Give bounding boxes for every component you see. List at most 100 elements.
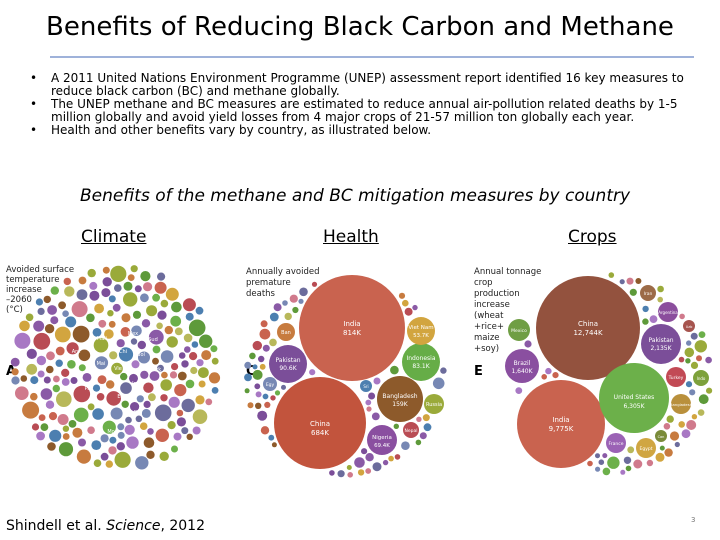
bubble	[191, 341, 199, 348]
crops-legend: Annual tonnage crop production increase …	[474, 267, 541, 354]
citation-journal: Science	[106, 518, 161, 534]
bubble-label: Bangladesh	[670, 402, 693, 407]
bubble	[181, 398, 195, 413]
bubble	[416, 416, 422, 422]
bubble-label: Sri	[363, 384, 368, 389]
bubble-bangladesh	[671, 394, 691, 414]
bubble	[257, 410, 268, 421]
bubble	[96, 393, 105, 401]
bubble	[114, 284, 122, 292]
bubble	[37, 370, 45, 378]
bubble	[100, 452, 109, 461]
bubble-label: Egy	[266, 382, 275, 388]
bubble	[260, 320, 268, 328]
bubble	[117, 423, 125, 431]
bubble	[371, 412, 380, 421]
bubble	[160, 350, 174, 363]
bubble	[176, 417, 186, 427]
bubble	[52, 384, 60, 393]
bubble-label: Argentina	[658, 310, 678, 315]
bullet-marker: •	[30, 71, 38, 85]
bubble	[33, 320, 45, 332]
bubble	[171, 301, 182, 313]
bubble	[101, 288, 111, 298]
bubble	[595, 453, 600, 459]
bubble-uzb	[683, 320, 695, 332]
bubble	[657, 285, 664, 293]
bubble	[108, 446, 117, 455]
bubble-value: 6,305K	[623, 403, 645, 410]
bubble	[44, 324, 55, 334]
bubble	[299, 287, 308, 297]
bubble	[686, 340, 692, 346]
bubble	[102, 420, 116, 434]
bubble	[120, 382, 132, 394]
bubble-value: 9,775K	[549, 425, 574, 433]
bubble	[252, 340, 262, 351]
legend-line: temperature	[6, 275, 59, 285]
bubble-label: Egy	[117, 394, 126, 400]
bubble	[129, 373, 138, 383]
bubble-label: Mex	[128, 331, 138, 337]
bubble	[171, 363, 179, 371]
bubble-label: Chi	[119, 349, 127, 355]
bubble	[61, 378, 70, 386]
bubble	[106, 391, 121, 406]
bubble	[368, 392, 376, 400]
bubble	[82, 373, 92, 382]
bubble-label: China	[310, 420, 330, 428]
bubble-label: Pakistan	[275, 357, 300, 364]
bubble	[22, 401, 40, 419]
legend-line: increase	[6, 285, 42, 295]
bubble-label: Bra	[134, 410, 143, 416]
bubble	[109, 351, 118, 360]
bubble	[48, 412, 58, 421]
bubble	[262, 344, 270, 352]
bubble	[93, 337, 109, 353]
bubble-label: Pakistan	[648, 337, 673, 344]
crops-small-bubbles	[515, 272, 713, 476]
bubble	[552, 372, 559, 379]
bubble-label: Ant	[72, 349, 81, 355]
bubble	[168, 396, 180, 408]
bubble	[116, 442, 126, 451]
bubble	[94, 303, 104, 314]
bubble	[401, 441, 410, 450]
bubble	[11, 376, 20, 385]
bubble	[73, 385, 91, 403]
bubble	[143, 437, 155, 448]
bubble	[415, 439, 422, 446]
bubble	[98, 319, 107, 328]
bubble	[156, 322, 163, 330]
bubble-label: Rus	[94, 404, 103, 410]
bubble-indo	[693, 370, 709, 386]
bubble	[92, 408, 104, 420]
bubble	[100, 434, 109, 443]
bubble	[329, 470, 335, 476]
bubble	[685, 358, 691, 364]
bubble	[154, 281, 167, 294]
column-label-climate: Climate	[81, 227, 147, 247]
health-bubble-labels: India 814K China 684K Pakistan 90.6K Ind…	[266, 320, 442, 449]
bubble	[40, 388, 53, 400]
bubble	[189, 352, 198, 361]
bullet-item: • A 2011 United Nations Environment Progr…	[30, 72, 690, 98]
bubble	[398, 292, 406, 299]
bubble	[390, 365, 399, 375]
bubble	[37, 307, 45, 315]
bubble	[135, 415, 143, 423]
bubble	[198, 380, 206, 388]
bubble	[43, 295, 51, 304]
bubble-label: Bangladesh	[382, 393, 417, 400]
bubble	[46, 351, 55, 361]
bubble	[66, 342, 79, 355]
bubble	[244, 373, 252, 382]
bubble	[57, 414, 69, 425]
bubble	[134, 285, 142, 293]
bubble	[393, 423, 399, 429]
bubble	[659, 445, 665, 451]
bubble-mexico	[508, 319, 530, 341]
bubble	[68, 420, 77, 428]
bubble-label: Bol	[137, 352, 145, 358]
bubble	[124, 424, 135, 435]
